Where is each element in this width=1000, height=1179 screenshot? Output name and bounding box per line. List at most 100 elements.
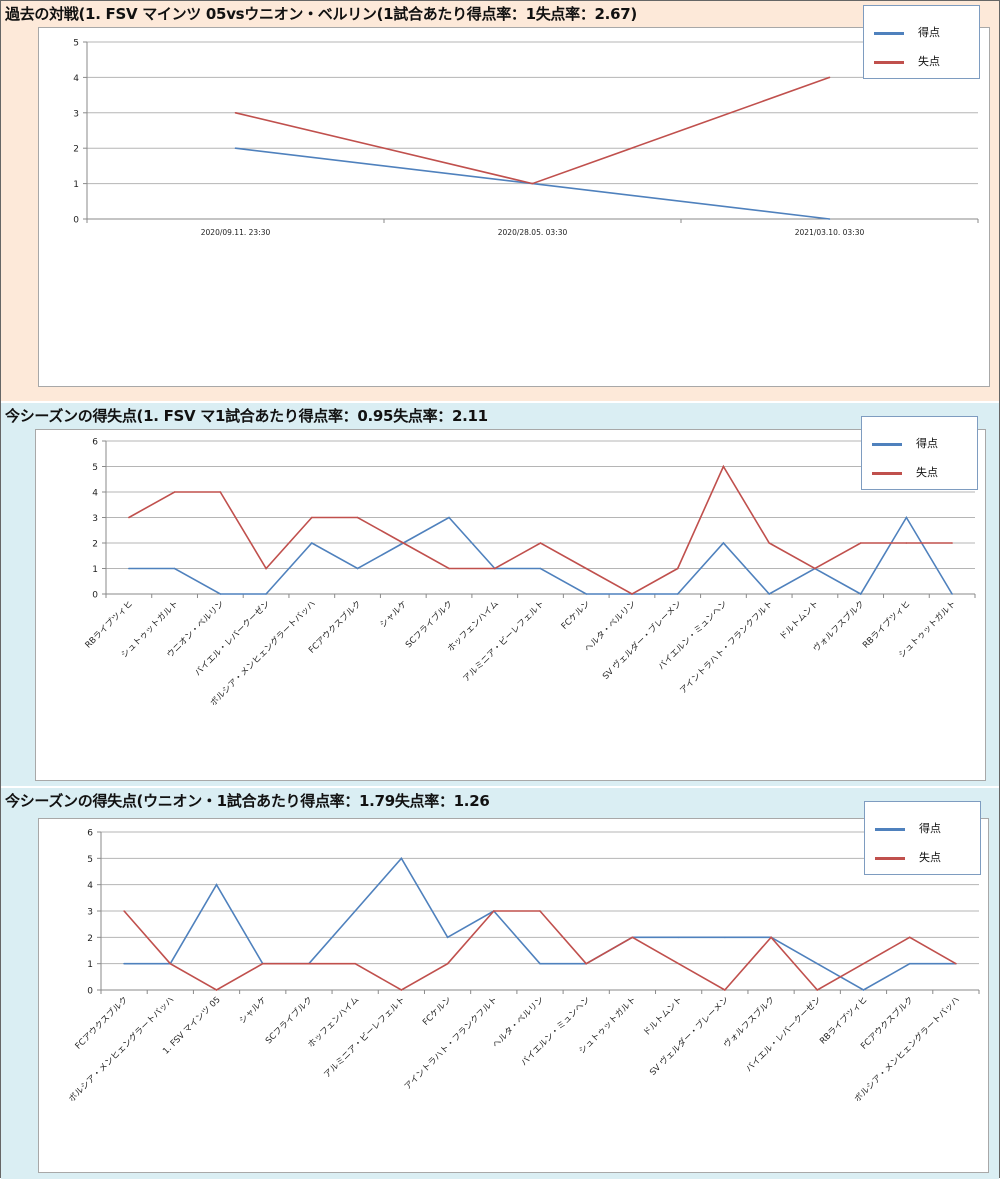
y-tick-label: 4 <box>87 881 93 891</box>
y-tick-label: 5 <box>73 39 79 49</box>
conceded-point <box>724 989 726 991</box>
y-tick-label: 4 <box>73 74 79 84</box>
conceded-point <box>531 182 534 185</box>
conceded-point <box>539 542 542 544</box>
legend: 得点 失点 <box>863 5 980 79</box>
x-tick-label: SCフライブルク <box>263 994 315 1046</box>
x-tick-label: RBライプツィヒ <box>818 995 869 1046</box>
conceded-point <box>311 516 313 519</box>
chart-area <box>38 27 990 387</box>
x-tick-label: アルミニア・ビーレフェルト <box>322 995 407 1080</box>
conceded-point <box>354 962 356 965</box>
x-tick-label: アルミニア・ビーレフェルト <box>461 599 546 684</box>
x-tick-label: SCフライブルク <box>403 598 455 650</box>
goals-point <box>448 516 450 519</box>
goals-point <box>446 936 449 939</box>
goals-point <box>862 989 865 991</box>
goals-point <box>311 542 313 544</box>
x-tick-label: RBライプツィヒ <box>84 599 135 650</box>
goals-point <box>400 857 403 860</box>
goals-point <box>908 962 911 965</box>
x-tick-label: バイエル・レバークーゼン <box>744 994 824 1074</box>
x-tick-label: SV ヴェルダー・ブレーメン <box>600 598 683 681</box>
y-tick-label: 0 <box>92 591 98 601</box>
y-tick-label: 4 <box>92 489 98 499</box>
goals-point <box>215 883 218 886</box>
conceded-point <box>585 962 588 965</box>
y-tick-label: 0 <box>87 987 93 997</box>
y-tick-label: 3 <box>92 514 98 524</box>
legend-swatch-conceded <box>874 61 904 64</box>
goals-point <box>585 593 588 595</box>
conceded-point <box>676 567 679 570</box>
legend: 得点 失点 <box>864 801 981 875</box>
legend-item-conceded: 失点 <box>864 51 979 71</box>
goals-point <box>828 218 831 220</box>
conceded-point <box>402 542 405 544</box>
legend-label: 得点 <box>919 822 941 835</box>
y-tick-label: 1 <box>87 960 93 970</box>
conceded-point <box>768 542 770 544</box>
conceded-series-line <box>123 910 957 992</box>
goals-point <box>677 936 680 939</box>
conceded-point <box>770 936 772 939</box>
y-tick-label: 6 <box>92 438 98 448</box>
y-tick-label: 2 <box>87 934 93 944</box>
y-tick-label: 1 <box>73 180 79 190</box>
x-tick-label: 2020/09.11. 23:30 <box>201 228 271 237</box>
conceded-point <box>169 962 172 965</box>
y-tick-label: 0 <box>73 216 79 226</box>
conceded-point <box>631 936 634 939</box>
legend-item-goals: 得点 <box>862 433 977 453</box>
legend-label: 失点 <box>916 466 938 479</box>
goals-point <box>539 567 542 570</box>
conceded-point <box>814 567 816 570</box>
chart-title: 過去の対戦(1. FSV マインツ 05vsウニオン・ベルリン(1試合あたり得点… <box>5 5 637 23</box>
goals-point <box>354 910 356 912</box>
goals-point <box>265 593 267 595</box>
y-tick-label: 3 <box>87 908 93 918</box>
y-tick-label: 2 <box>73 145 79 155</box>
conceded-point <box>585 567 588 570</box>
x-tick-label: 2021/03.10. 03:30 <box>795 228 865 237</box>
legend-item-goals: 得点 <box>865 818 980 838</box>
goals-point <box>173 567 176 570</box>
conceded-point <box>905 542 908 544</box>
conceded-point <box>265 567 267 570</box>
legend-label: 失点 <box>918 55 940 68</box>
x-tick-label: 2020/28.05. 03:30 <box>498 228 568 237</box>
y-tick-label: 2 <box>92 540 98 550</box>
conceded-point <box>862 962 865 965</box>
goals-point <box>768 593 770 595</box>
conceded-point <box>539 910 541 912</box>
legend-item-conceded: 失点 <box>865 847 980 867</box>
conceded-point <box>128 516 130 519</box>
chart-area <box>38 818 989 1173</box>
conceded-point <box>448 567 450 570</box>
team1-season-chart: 0123456RBライプツィヒシュトゥットガルトウニオン・ベルリンバイエル・レバ… <box>84 438 976 708</box>
goals-point <box>676 593 679 595</box>
conceded-point <box>859 542 862 544</box>
conceded-point <box>816 989 819 991</box>
conceded-point <box>356 516 359 519</box>
legend-label: 失点 <box>919 851 941 864</box>
goals-point <box>905 516 908 519</box>
conceded-point <box>215 989 218 991</box>
conceded-point <box>951 542 953 544</box>
conceded-point <box>123 910 125 912</box>
conceded-point <box>828 76 831 79</box>
goals-point <box>128 567 130 570</box>
goals-point <box>539 962 541 965</box>
x-tick-label: RBライプツィヒ <box>861 599 912 650</box>
conceded-point <box>955 962 957 965</box>
goals-point <box>816 962 819 965</box>
conceded-point <box>631 593 633 595</box>
goals-series-line <box>124 856 956 991</box>
legend-swatch-goals <box>875 828 905 831</box>
conceded-point <box>308 962 310 965</box>
x-tick-label: シャルケ <box>238 995 269 1026</box>
legend-label: 得点 <box>916 437 938 450</box>
goals-point <box>724 936 726 939</box>
conceded-point <box>173 491 176 493</box>
